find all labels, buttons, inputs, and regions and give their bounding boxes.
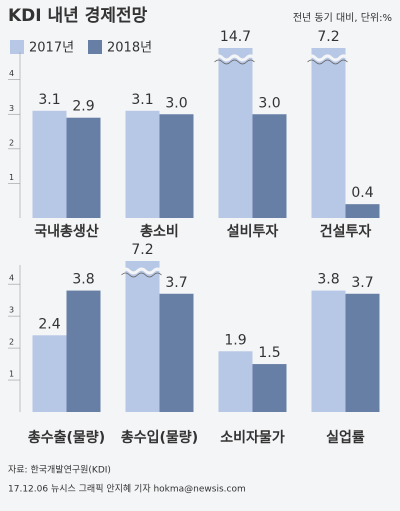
x-tick-label: 실업률	[326, 429, 365, 446]
x-tick-label: 총수출(물량)	[28, 429, 105, 446]
y-tick-label: 1	[9, 370, 14, 379]
legend-swatch	[10, 40, 24, 54]
value-label: 14.7	[220, 29, 251, 45]
unit-note: 전년 동기 대비, 단위:%	[293, 11, 392, 24]
break-mark	[213, 54, 256, 62]
bar	[218, 48, 253, 218]
x-tick-label: 총소비	[140, 224, 179, 240]
value-label: 3.1	[131, 92, 153, 108]
bar	[125, 261, 160, 412]
y-tick-label: 3	[9, 306, 14, 315]
break-line	[214, 59, 255, 65]
bar	[66, 117, 101, 218]
bar	[125, 110, 160, 218]
bar	[32, 335, 67, 412]
value-label: 2.4	[38, 316, 60, 332]
y-tick-label: 2	[9, 138, 14, 147]
bar	[252, 364, 287, 412]
y-tick-label: 1	[9, 173, 14, 182]
bar	[311, 48, 346, 218]
bar	[345, 204, 380, 218]
source: 자료: 한국개발연구원(KDI)	[8, 465, 111, 476]
title: KDI 내년 경제전망	[8, 6, 148, 26]
value-label: 1.5	[258, 345, 280, 361]
value-label: 3.8	[72, 272, 94, 288]
y-tick-label: 3	[9, 104, 14, 113]
value-label: 3.0	[165, 95, 187, 111]
break-mark	[306, 54, 349, 62]
legend-label: 2018년	[107, 41, 152, 56]
value-label: 0.4	[351, 185, 373, 201]
value-label: 3.1	[38, 92, 60, 108]
break-line	[307, 59, 348, 65]
y-tick-label: 2	[9, 338, 14, 347]
bar	[218, 351, 253, 412]
value-label: 1.9	[224, 332, 246, 348]
value-label: 3.7	[165, 275, 187, 291]
bar	[159, 293, 194, 412]
x-tick-label: 총수입(물량)	[121, 430, 198, 446]
value-label: 3.8	[317, 272, 339, 288]
x-tick-label: 건설투자	[320, 223, 372, 240]
value-label: 7.2	[131, 242, 153, 258]
value-label: 3.7	[351, 275, 373, 291]
y-tick-label: 4	[9, 274, 14, 283]
bar	[32, 110, 67, 218]
x-tick-label: 설비투자	[227, 224, 279, 240]
bar	[159, 114, 194, 218]
value-label: 7.2	[317, 29, 339, 45]
x-tick-label: 국내총생산	[34, 223, 99, 240]
bar	[311, 290, 346, 412]
bar	[252, 114, 287, 218]
bar	[345, 293, 380, 412]
legend-label: 2017년	[29, 41, 74, 56]
bar	[66, 290, 101, 412]
value-label: 2.9	[72, 99, 94, 115]
break-mark	[120, 267, 163, 275]
x-tick-label: 소비자물가	[220, 430, 285, 446]
legend-swatch	[88, 40, 102, 54]
value-label: 3.0	[258, 95, 280, 111]
break-line	[121, 272, 162, 278]
credit: 17.12.06 뉴시스 그래픽 안지혜 기자 hokma@newsis.com	[8, 483, 246, 495]
y-tick-label: 4	[9, 69, 14, 78]
